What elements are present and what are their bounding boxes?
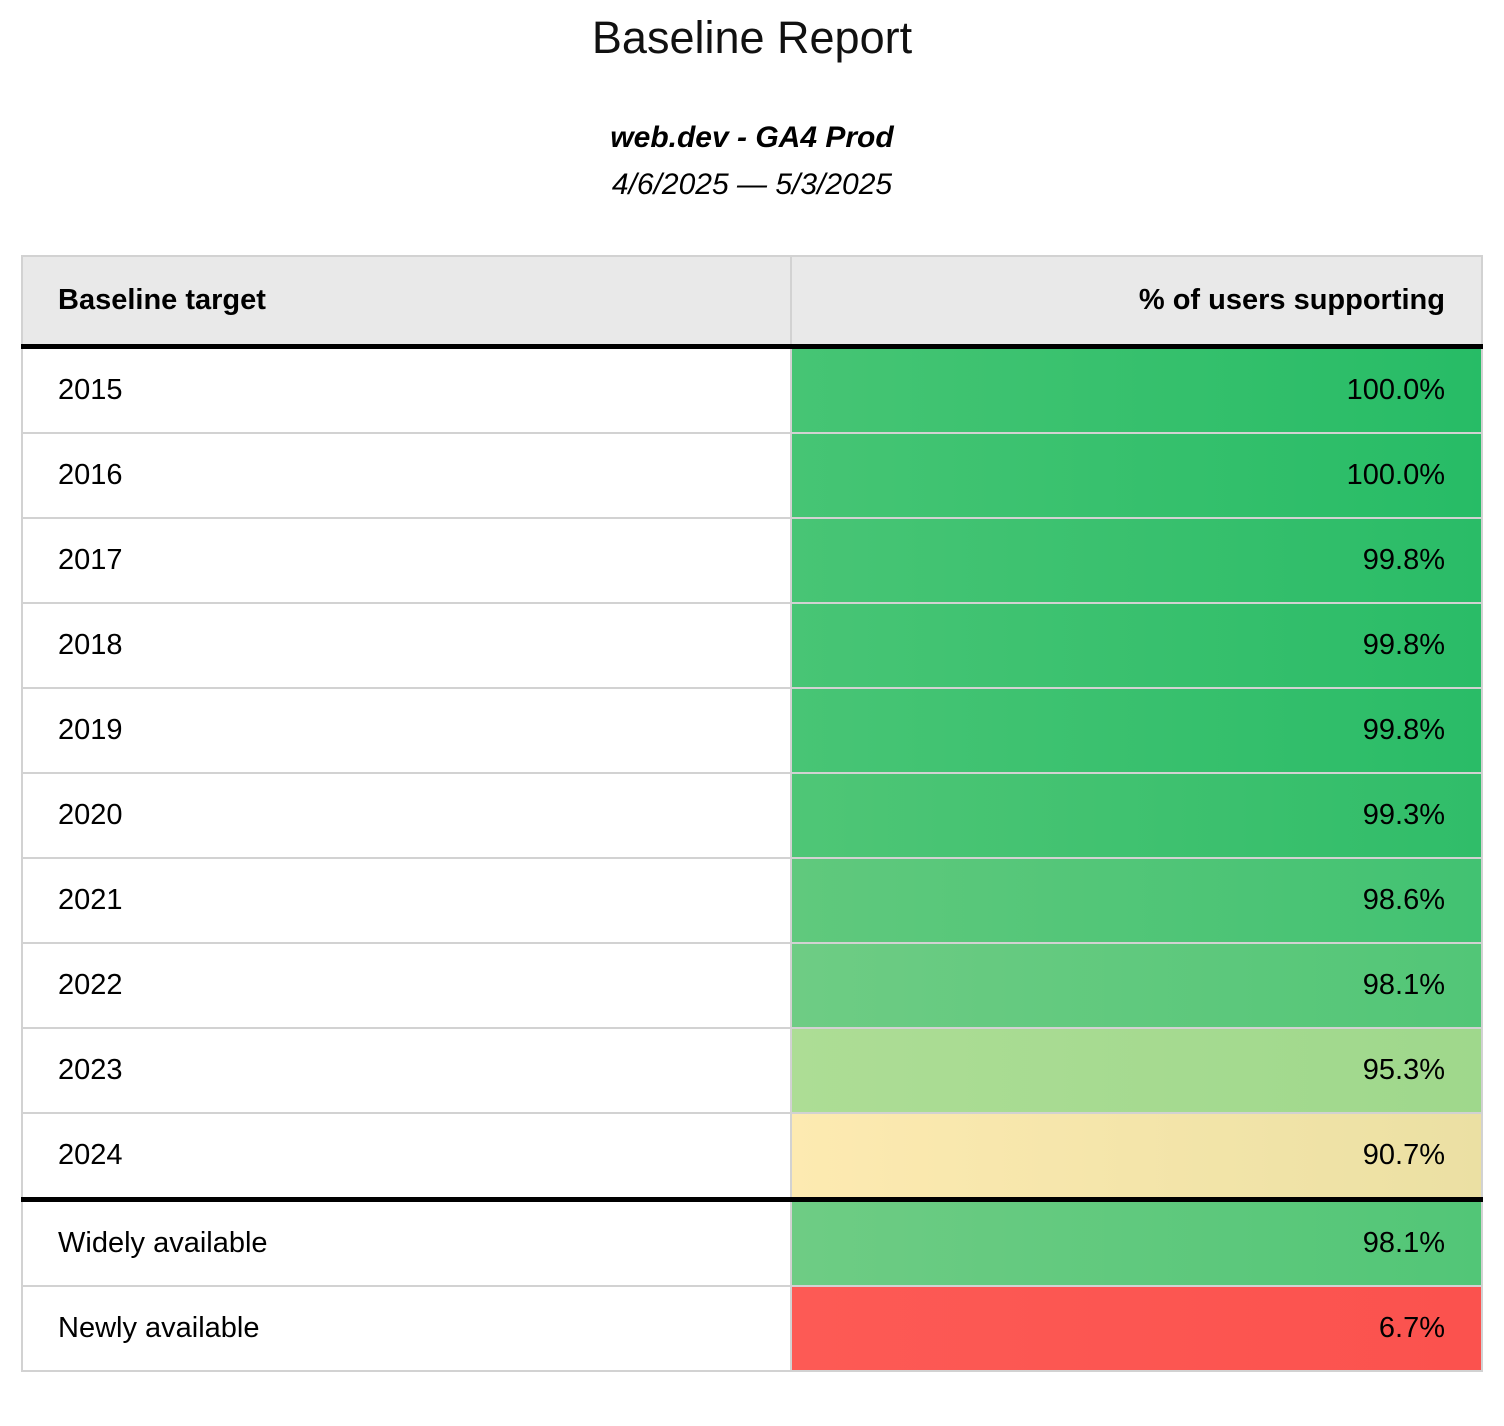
percent-supporting-cell: 6.7% <box>791 1284 1482 1371</box>
percent-supporting-cell: 90.7% <box>791 1111 1482 1200</box>
column-header-baseline-target: Baseline target <box>22 255 792 347</box>
table-row: Newly available 6.7% <box>22 1284 1482 1371</box>
percent-supporting-cell: 99.8% <box>791 686 1482 773</box>
percent-supporting-cell: 98.1% <box>791 941 1482 1028</box>
table-row: 2016 100.0% <box>22 431 1482 518</box>
percent-supporting-cell: 95.3% <box>791 1026 1482 1113</box>
percent-supporting-cell: 100.0% <box>791 345 1482 433</box>
table-row: 2017 99.8% <box>22 516 1482 603</box>
table-row: 2020 99.3% <box>22 771 1482 858</box>
baseline-target-cell: 2016 <box>22 431 792 518</box>
table-row: 2019 99.8% <box>22 686 1482 773</box>
baseline-target-cell: 2015 <box>22 345 792 433</box>
baseline-target-cell: Widely available <box>22 1196 792 1286</box>
baseline-target-cell: 2020 <box>22 771 792 858</box>
baseline-target-cell: 2023 <box>22 1026 792 1113</box>
column-header-percent-users-supporting: % of users supporting <box>791 255 1482 347</box>
table-head: Baseline target % of users supporting <box>22 255 1482 347</box>
percent-supporting-cell: 98.6% <box>791 856 1482 943</box>
report-header: Baseline Report web.dev - GA4 Prod 4/6/2… <box>0 0 1504 203</box>
baseline-target-cell: 2024 <box>22 1111 792 1200</box>
table-row: 2018 99.8% <box>22 601 1482 688</box>
table-row: 2021 98.6% <box>22 856 1482 943</box>
table-row: 2022 98.1% <box>22 941 1482 1028</box>
table-row: 2024 90.7% <box>22 1111 1482 1200</box>
baseline-target-cell: 2019 <box>22 686 792 773</box>
baseline-target-cell: 2022 <box>22 941 792 1028</box>
table-row: 2023 95.3% <box>22 1026 1482 1113</box>
percent-supporting-cell: 100.0% <box>791 431 1482 518</box>
table-body: 2015 100.0% 2016 100.0% 2017 99.8% 2018 … <box>22 345 1482 1371</box>
table-row: 2015 100.0% <box>22 345 1482 433</box>
percent-supporting-cell: 99.8% <box>791 516 1482 603</box>
table-header-row: Baseline target % of users supporting <box>22 255 1482 347</box>
baseline-target-cell: 2018 <box>22 601 792 688</box>
baseline-target-cell: Newly available <box>22 1284 792 1371</box>
baseline-report-table: Baseline target % of users supporting 20… <box>21 254 1483 1372</box>
page-title: Baseline Report <box>591 12 913 63</box>
percent-supporting-cell: 99.8% <box>791 601 1482 688</box>
baseline-target-cell: 2021 <box>22 856 792 943</box>
percent-supporting-cell: 98.1% <box>791 1196 1482 1286</box>
baseline-target-cell: 2017 <box>22 516 792 603</box>
percent-supporting-cell: 99.3% <box>791 771 1482 858</box>
table-row: Widely available 98.1% <box>22 1196 1482 1286</box>
report-subtitle: web.dev - GA4 Prod <box>610 120 894 154</box>
report-date-range: 4/6/2025 — 5/3/2025 <box>611 167 893 201</box>
